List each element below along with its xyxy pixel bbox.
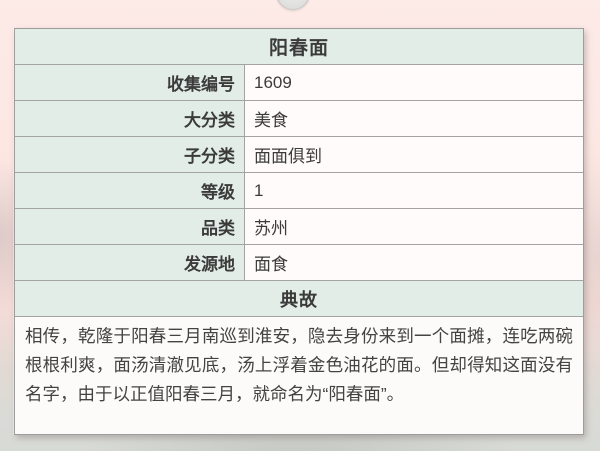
row-value-type: 苏州	[244, 209, 583, 244]
row-value-major-category: 美食	[244, 101, 583, 136]
collection-info-card: 阳春面 收集编号 1609 大分类 美食 子分类 面面俱到 等级 1 品类 苏州…	[14, 28, 584, 435]
table-row: 子分类 面面俱到	[15, 136, 583, 172]
decorative-knob-circle	[276, 0, 310, 10]
table-row: 发源地 面食	[15, 244, 583, 280]
row-label-origin: 发源地	[15, 245, 244, 280]
table-row: 大分类 美食	[15, 100, 583, 136]
allusion-story-text: 相传，乾隆于阳春三月南巡到淮安，隐去身份来到一个面摊，连吃两碗根根利爽，面汤清澈…	[15, 316, 583, 434]
row-label-level: 等级	[15, 173, 244, 208]
row-value-origin: 面食	[244, 245, 583, 280]
allusion-header-text: 典故	[280, 289, 318, 310]
card-title: 阳春面	[268, 38, 329, 59]
table-row: 收集编号 1609	[15, 64, 583, 100]
table-row: 等级 1	[15, 172, 583, 208]
row-value-level: 1	[244, 173, 583, 208]
table-row: 品类 苏州	[15, 208, 583, 244]
card-title-row: 阳春面	[15, 29, 583, 64]
row-value-collection-number: 1609	[244, 65, 583, 100]
allusion-section-header: 典故	[15, 280, 583, 316]
row-label-collection-number: 收集编号	[15, 65, 244, 100]
row-value-sub-category: 面面俱到	[244, 137, 583, 172]
row-label-major-category: 大分类	[15, 101, 244, 136]
row-label-type: 品类	[15, 209, 244, 244]
row-label-sub-category: 子分类	[15, 137, 244, 172]
